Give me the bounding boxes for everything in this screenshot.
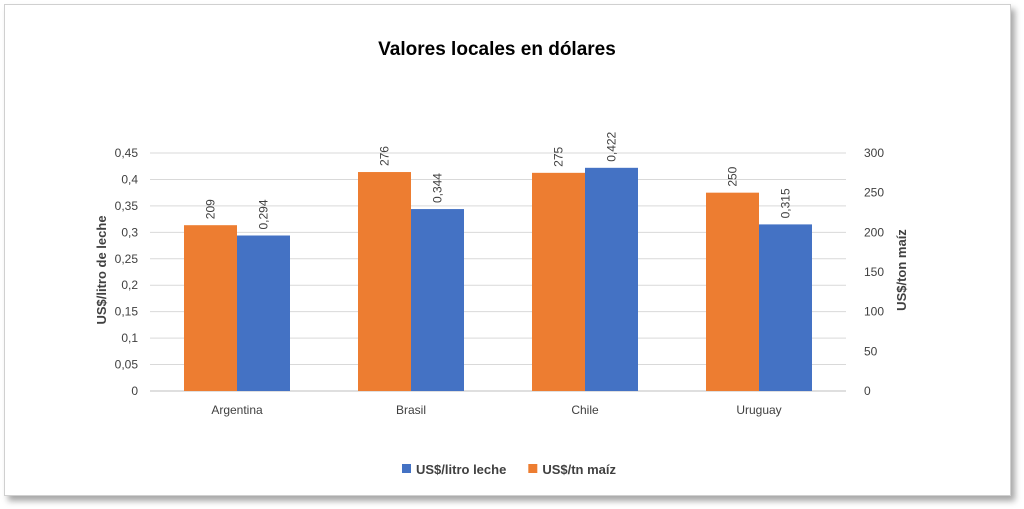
bar-chile-leche [585, 167, 638, 391]
left-tick-label: 0,1 [121, 331, 138, 345]
data-label: 250 [726, 166, 740, 186]
left-tick-label: 0,15 [115, 305, 139, 319]
chart-frame [4, 4, 1011, 496]
legend-swatch [528, 464, 538, 473]
right-axis-title: US$/ton maíz [894, 229, 909, 311]
data-label: 0,315 [779, 188, 793, 218]
category-label: Brasil [396, 403, 426, 417]
left-tick-label: 0,4 [121, 172, 138, 186]
legend-label: US$/tn maíz [542, 462, 616, 477]
left-tick-label: 0,25 [115, 252, 139, 266]
data-label: 0,294 [257, 199, 271, 229]
category-labels: Argentina Brasil Chile Uruguay [211, 403, 781, 417]
chart-title: Valores locales en dólares [378, 39, 616, 60]
category-label: Chile [571, 403, 599, 417]
bar-uruguay-maiz [706, 192, 759, 391]
left-tick-label: 0,35 [115, 199, 139, 213]
legend: US$/litro leche US$/tn maíz [402, 462, 616, 477]
data-label: 0,344 [431, 173, 445, 203]
data-labels: 209 0,294 276 0,344 275 0,422 250 0,315 [204, 131, 793, 229]
legend-swatch [402, 464, 411, 473]
left-axis-title: US$/litro de leche [94, 215, 109, 324]
data-label: 276 [378, 146, 392, 166]
left-tick-label: 0,2 [121, 278, 138, 292]
bar-argentina-leche [237, 235, 290, 391]
bar-chile-maiz [532, 172, 585, 391]
data-label: 0,422 [605, 131, 619, 161]
bars [184, 167, 812, 391]
legend-label: US$/litro leche [416, 462, 506, 477]
category-label: Argentina [211, 403, 263, 417]
right-tick-label: 300 [864, 146, 884, 160]
left-axis-ticks: 0 0,05 0,1 0,15 0,2 0,25 0,3 0,35 0,4 0,45 [115, 146, 139, 398]
right-tick-label: 50 [864, 344, 878, 358]
left-tick-label: 0,05 [115, 358, 139, 372]
bar-uruguay-leche [759, 224, 812, 391]
right-tick-label: 250 [864, 186, 884, 200]
bar-brasil-maiz [358, 172, 411, 391]
left-tick-label: 0,45 [115, 146, 139, 160]
bar-brasil-leche [411, 209, 464, 391]
left-tick-label: 0,3 [121, 225, 138, 239]
right-tick-label: 150 [864, 265, 884, 279]
right-tick-label: 200 [864, 225, 884, 239]
right-tick-label: 0 [864, 384, 871, 398]
right-tick-label: 100 [864, 305, 884, 319]
right-axis-ticks: 0 50 100 150 200 250 300 [864, 146, 884, 398]
data-label: 275 [552, 146, 566, 166]
left-tick-label: 0 [131, 384, 138, 398]
category-label: Uruguay [736, 403, 781, 417]
bar-argentina-maiz [184, 225, 237, 391]
data-label: 209 [204, 199, 218, 219]
